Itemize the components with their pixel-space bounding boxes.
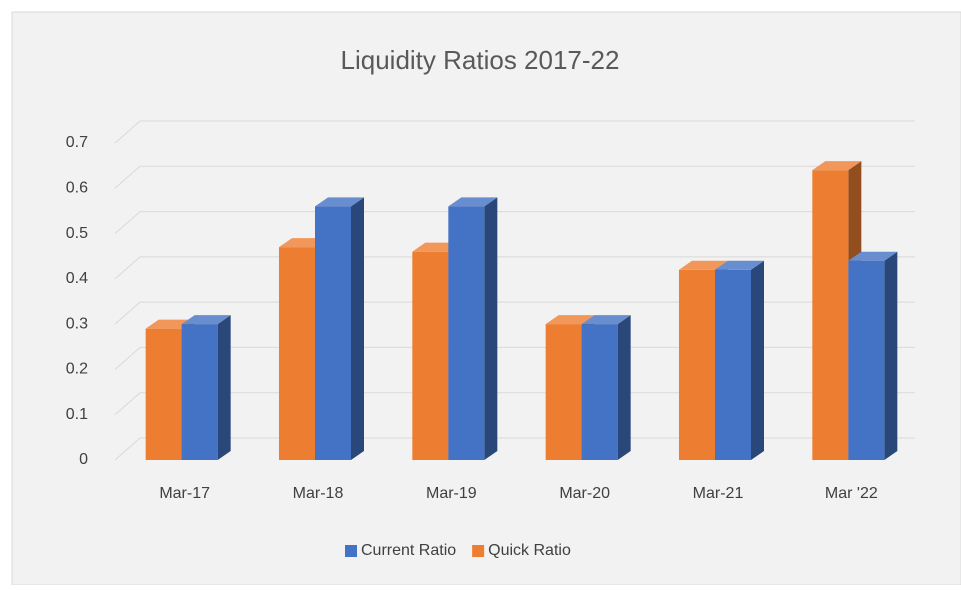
- bar: [545, 324, 582, 460]
- bar: [812, 170, 849, 460]
- bar: [181, 324, 218, 460]
- bar: [279, 247, 315, 460]
- x-tick-label: Mar-19: [426, 485, 477, 502]
- bar-top: [315, 197, 364, 207]
- bar-top: [812, 161, 862, 171]
- bar-top: [545, 315, 595, 325]
- bar-top: [181, 315, 231, 325]
- bar-side: [484, 197, 498, 460]
- bar-top: [715, 260, 764, 270]
- grid-line: [114, 165, 915, 189]
- legend-swatch: [472, 545, 485, 557]
- bar-side: [751, 260, 764, 460]
- y-tick-label: 0.7: [66, 134, 88, 151]
- bar-side: [884, 251, 898, 460]
- bar: [448, 206, 485, 460]
- x-tick-label: Mar-18: [293, 485, 344, 502]
- bar-top: [448, 197, 498, 207]
- bar: [848, 260, 885, 460]
- bar: [581, 324, 618, 460]
- y-tick-label: 0.3: [66, 315, 88, 332]
- legend-label: Current Ratio: [361, 542, 456, 559]
- legend-label: Quick Ratio: [488, 542, 571, 559]
- y-tick-label: 0.2: [66, 361, 88, 378]
- bar: [412, 251, 449, 460]
- bar-top: [848, 251, 898, 261]
- x-tick-label: Mar-17: [159, 485, 210, 502]
- bar: [679, 269, 715, 460]
- bar-side: [351, 197, 364, 460]
- grid-line: [114, 301, 915, 325]
- y-tick-label: 0: [79, 451, 88, 468]
- y-tick-label: 0.4: [66, 270, 88, 287]
- bar-top: [679, 260, 728, 270]
- grid-line: [114, 392, 915, 416]
- grid-line: [114, 120, 915, 144]
- chart-title: Liquidity Ratios 2017-22: [341, 45, 620, 75]
- y-tick-label: 0.1: [66, 406, 88, 423]
- bar: [715, 269, 751, 460]
- bar-side: [617, 315, 631, 460]
- bar: [315, 206, 351, 460]
- grid-line: [114, 256, 915, 280]
- bar-top: [581, 315, 631, 325]
- x-tick-label: Mar-21: [693, 485, 744, 502]
- grid-line: [114, 346, 915, 370]
- bar: [145, 328, 182, 460]
- y-tick-label: 0.6: [66, 180, 88, 197]
- x-tick-label: Mar '22: [825, 485, 878, 502]
- bar-side: [217, 315, 231, 460]
- legend-swatch: [345, 545, 357, 557]
- y-tick-label: 0.5: [66, 225, 88, 242]
- x-tick-label: Mar-20: [559, 485, 610, 502]
- grid-line: [114, 211, 915, 234]
- grid-line: [114, 437, 915, 461]
